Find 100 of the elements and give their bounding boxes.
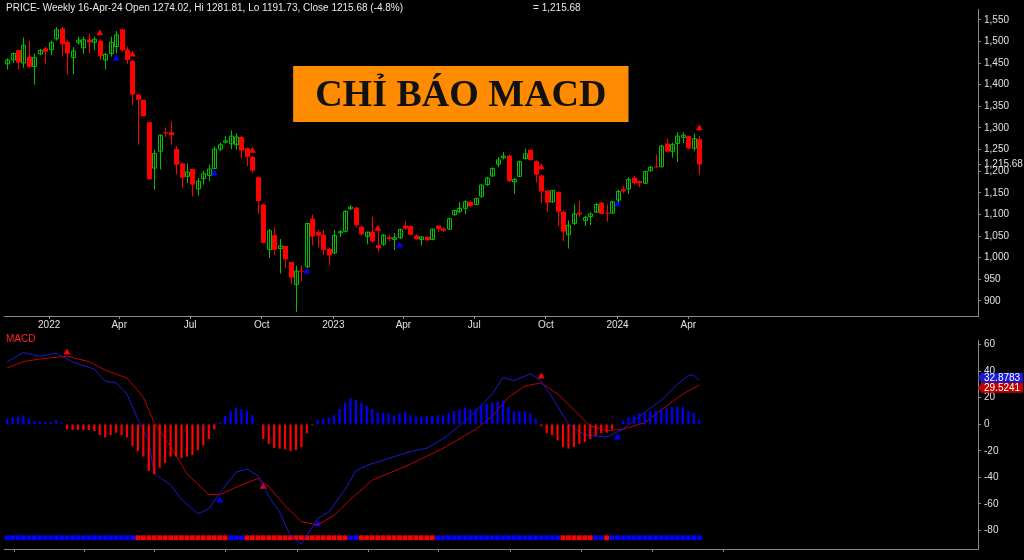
bar bbox=[147, 424, 150, 471]
annotation: = 1,215.68 bbox=[533, 1, 582, 13]
bar bbox=[660, 408, 663, 425]
bar bbox=[120, 424, 123, 436]
bar bbox=[491, 402, 494, 425]
bar bbox=[518, 411, 521, 425]
x-tick-label: Jul bbox=[183, 318, 197, 330]
y-tick-label: 1,400 bbox=[984, 78, 1010, 90]
y-tick-label: 1,300 bbox=[984, 121, 1010, 133]
y-tick-label: 20 bbox=[984, 391, 996, 403]
y-tick-label: 0 bbox=[984, 418, 990, 430]
chart-title: PRICE- Weekly 16-Apr-24 Open 1274.02, Hi 1281.81, Lo 1191.73, Close 1215.68 (-4.8%) bbox=[6, 1, 404, 13]
y-tick-label: 1,350 bbox=[984, 100, 1010, 112]
bar bbox=[360, 402, 363, 425]
candlestick bbox=[98, 38, 103, 61]
x-tick-label: Apr bbox=[111, 318, 128, 330]
candlestick bbox=[545, 189, 550, 213]
bar bbox=[82, 424, 85, 431]
bar bbox=[262, 424, 265, 440]
bar bbox=[610, 424, 614, 430]
bar bbox=[202, 424, 205, 446]
y-tick-label: 1,450 bbox=[984, 56, 1010, 68]
x-tick-label: Apr bbox=[680, 318, 697, 330]
bar bbox=[169, 424, 172, 457]
bar bbox=[245, 411, 248, 425]
point bbox=[614, 433, 621, 440]
bar bbox=[289, 424, 292, 452]
text: 29.5241 bbox=[984, 382, 1021, 394]
bar bbox=[153, 424, 156, 475]
y-tick-label: 1,100 bbox=[984, 208, 1010, 220]
candlestick bbox=[294, 265, 299, 313]
bar bbox=[512, 411, 516, 425]
bar bbox=[458, 409, 461, 425]
candlestick bbox=[659, 144, 664, 168]
candlestick bbox=[158, 133, 163, 170]
point bbox=[112, 54, 120, 61]
bar bbox=[349, 398, 352, 425]
point bbox=[396, 241, 403, 248]
y-tick-label: 60 bbox=[984, 338, 996, 350]
bar bbox=[463, 408, 466, 425]
point bbox=[63, 348, 71, 355]
bar bbox=[480, 404, 483, 425]
bar bbox=[6, 419, 9, 425]
bar bbox=[643, 412, 646, 425]
chart-title: MACD bbox=[6, 332, 36, 344]
point bbox=[374, 224, 382, 231]
bar bbox=[529, 413, 532, 425]
bar bbox=[371, 408, 374, 425]
bar bbox=[207, 424, 210, 440]
candlestick bbox=[185, 162, 190, 184]
bar bbox=[681, 407, 684, 425]
bar bbox=[403, 412, 407, 425]
text: CHỈ BÁO MACD bbox=[315, 71, 607, 114]
bar bbox=[687, 411, 690, 425]
bar bbox=[104, 424, 107, 438]
bar bbox=[409, 415, 412, 425]
candlestick bbox=[278, 238, 283, 275]
candlestick bbox=[299, 264, 304, 282]
bar bbox=[338, 408, 341, 425]
bar bbox=[240, 408, 243, 425]
bar bbox=[578, 424, 581, 444]
bar bbox=[174, 424, 178, 457]
bar bbox=[638, 413, 641, 425]
bar bbox=[469, 408, 472, 425]
bar bbox=[283, 424, 287, 450]
bar bbox=[267, 424, 270, 444]
point bbox=[96, 29, 104, 36]
x-tick-label: 2023 bbox=[322, 318, 345, 330]
bar bbox=[496, 401, 499, 425]
bar bbox=[589, 424, 592, 440]
bar bbox=[649, 411, 652, 425]
bar bbox=[365, 405, 368, 425]
x-tick-label: Oct bbox=[538, 318, 554, 330]
y-tick-label: 1,000 bbox=[984, 251, 1010, 263]
bar bbox=[76, 424, 80, 431]
bar bbox=[158, 424, 161, 468]
candlestick bbox=[572, 203, 577, 226]
bar bbox=[213, 424, 216, 430]
candlestick bbox=[27, 40, 32, 69]
bar bbox=[136, 424, 139, 452]
bar bbox=[567, 424, 570, 449]
candlestick bbox=[267, 228, 272, 259]
bar bbox=[392, 415, 396, 425]
candlestick bbox=[654, 154, 659, 169]
bar bbox=[11, 416, 14, 425]
candlestick bbox=[21, 37, 26, 69]
y-tick-label: 1,150 bbox=[984, 186, 1010, 198]
bar bbox=[300, 424, 303, 448]
bar bbox=[398, 413, 401, 425]
bar bbox=[71, 424, 74, 431]
y-tick-label: 900 bbox=[984, 294, 1002, 306]
bar bbox=[556, 424, 559, 441]
bar bbox=[131, 424, 134, 447]
bar bbox=[93, 424, 96, 432]
bar bbox=[561, 424, 565, 448]
bar bbox=[251, 415, 254, 425]
bar bbox=[294, 424, 298, 451]
bar bbox=[191, 424, 194, 455]
candlestick bbox=[272, 226, 277, 256]
bar bbox=[65, 424, 69, 430]
